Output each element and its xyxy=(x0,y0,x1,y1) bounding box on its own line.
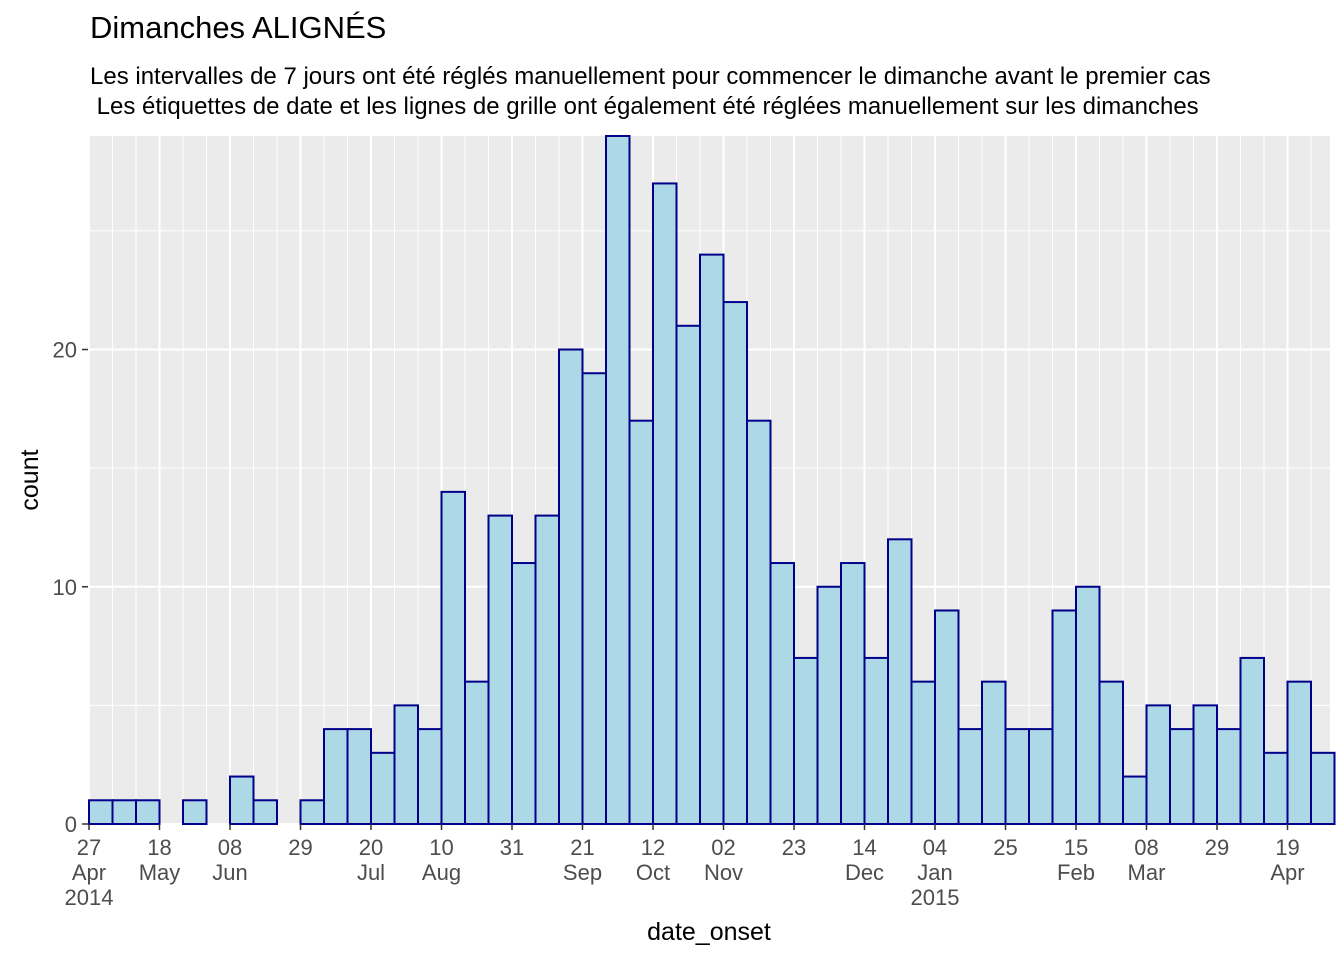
x-tick-label: 20 xyxy=(359,835,383,860)
x-tick-label: Jun xyxy=(212,860,247,885)
bars xyxy=(88,135,1336,826)
bar xyxy=(1310,751,1336,825)
subtitle-line-1: Les intervalles de 7 jours ont été réglé… xyxy=(90,63,1211,90)
x-tick-label: 25 xyxy=(993,835,1017,860)
bar xyxy=(1075,585,1101,825)
bar xyxy=(323,728,349,826)
x-tick-label: 08 xyxy=(1134,835,1158,860)
bar xyxy=(229,775,255,825)
x-tick-label: 31 xyxy=(500,835,524,860)
bar xyxy=(863,656,889,825)
bar xyxy=(417,728,443,826)
bar xyxy=(722,301,748,825)
bar xyxy=(1122,775,1148,825)
bar xyxy=(910,680,936,825)
bar xyxy=(981,680,1007,825)
y-axis: 0 10 20 xyxy=(53,338,88,837)
bar xyxy=(699,253,725,826)
bar xyxy=(934,609,960,826)
x-tick-label: Jan xyxy=(917,860,952,885)
x-tick-label: 29 xyxy=(288,835,312,860)
bar xyxy=(652,182,678,825)
bar xyxy=(464,680,490,825)
bar xyxy=(1239,656,1265,825)
bar xyxy=(605,135,631,825)
bar xyxy=(1169,728,1195,826)
x-tick-label: Apr xyxy=(1270,860,1304,885)
bar xyxy=(793,656,819,825)
y-axis-title: count xyxy=(16,449,44,510)
subtitle-line-2: Les étiquettes de date et les lignes de … xyxy=(90,93,1199,120)
x-tick-label: 08 xyxy=(218,835,242,860)
bar xyxy=(581,372,607,825)
bar xyxy=(1286,680,1312,825)
x-tick-label: 12 xyxy=(641,835,665,860)
bar xyxy=(135,799,161,826)
bar xyxy=(182,799,208,826)
bar xyxy=(534,514,560,825)
bar xyxy=(346,728,372,826)
bar xyxy=(1051,609,1077,826)
bar xyxy=(840,562,866,825)
x-tick-label: 10 xyxy=(429,835,453,860)
bar xyxy=(88,799,114,826)
x-tick-label: 14 xyxy=(852,835,876,860)
x-tick-label: Oct xyxy=(636,860,670,885)
x-tick-label: 21 xyxy=(570,835,594,860)
x-tick-label: 2014 xyxy=(65,885,114,910)
x-tick-label: Aug xyxy=(422,860,461,885)
y-tick-label: 0 xyxy=(65,812,77,837)
x-tick-label: Feb xyxy=(1057,860,1095,885)
x-tick-label: 02 xyxy=(711,835,735,860)
x-tick-label: 2015 xyxy=(911,885,960,910)
bar xyxy=(1216,728,1242,826)
x-tick-label: Nov xyxy=(704,860,743,885)
x-tick-label: 29 xyxy=(1205,835,1229,860)
bar xyxy=(957,728,983,826)
bar xyxy=(299,799,325,826)
bar xyxy=(393,704,419,826)
bar xyxy=(1028,728,1054,826)
x-tick-label: May xyxy=(139,860,181,885)
y-tick-label: 10 xyxy=(53,575,77,600)
bar xyxy=(1098,680,1124,825)
bar xyxy=(487,514,513,825)
bar xyxy=(440,490,466,825)
bar xyxy=(769,562,795,825)
bar xyxy=(887,538,913,826)
bar xyxy=(816,585,842,825)
x-tick-label: Sep xyxy=(563,860,602,885)
bar xyxy=(111,799,137,826)
x-tick-label: Dec xyxy=(845,860,884,885)
bar xyxy=(628,419,654,825)
x-tick-label: Mar xyxy=(1128,860,1166,885)
x-axis-title: date_onset xyxy=(647,918,771,946)
bar xyxy=(746,419,772,825)
x-tick-label: 27 xyxy=(77,835,101,860)
bar xyxy=(511,562,537,825)
bar xyxy=(1263,751,1289,825)
bar xyxy=(1004,728,1030,826)
chart-subtitle: Les intervalles de 7 jours ont été réglé… xyxy=(90,62,1344,122)
chart-title: Dimanches ALIGNÉS xyxy=(90,10,387,45)
bar xyxy=(252,799,278,826)
bar xyxy=(370,751,396,825)
x-tick-label: 04 xyxy=(923,835,947,860)
x-tick-label: 15 xyxy=(1064,835,1088,860)
x-tick-label: Jul xyxy=(357,860,385,885)
bar xyxy=(1145,704,1171,826)
x-tick-label: 19 xyxy=(1275,835,1299,860)
x-tick-label: 23 xyxy=(782,835,806,860)
x-tick-label: Apr xyxy=(72,860,106,885)
y-tick-label: 20 xyxy=(53,338,77,363)
bar xyxy=(675,324,701,825)
bar xyxy=(558,348,584,825)
x-tick-label: 18 xyxy=(147,835,171,860)
bar xyxy=(1192,704,1218,826)
